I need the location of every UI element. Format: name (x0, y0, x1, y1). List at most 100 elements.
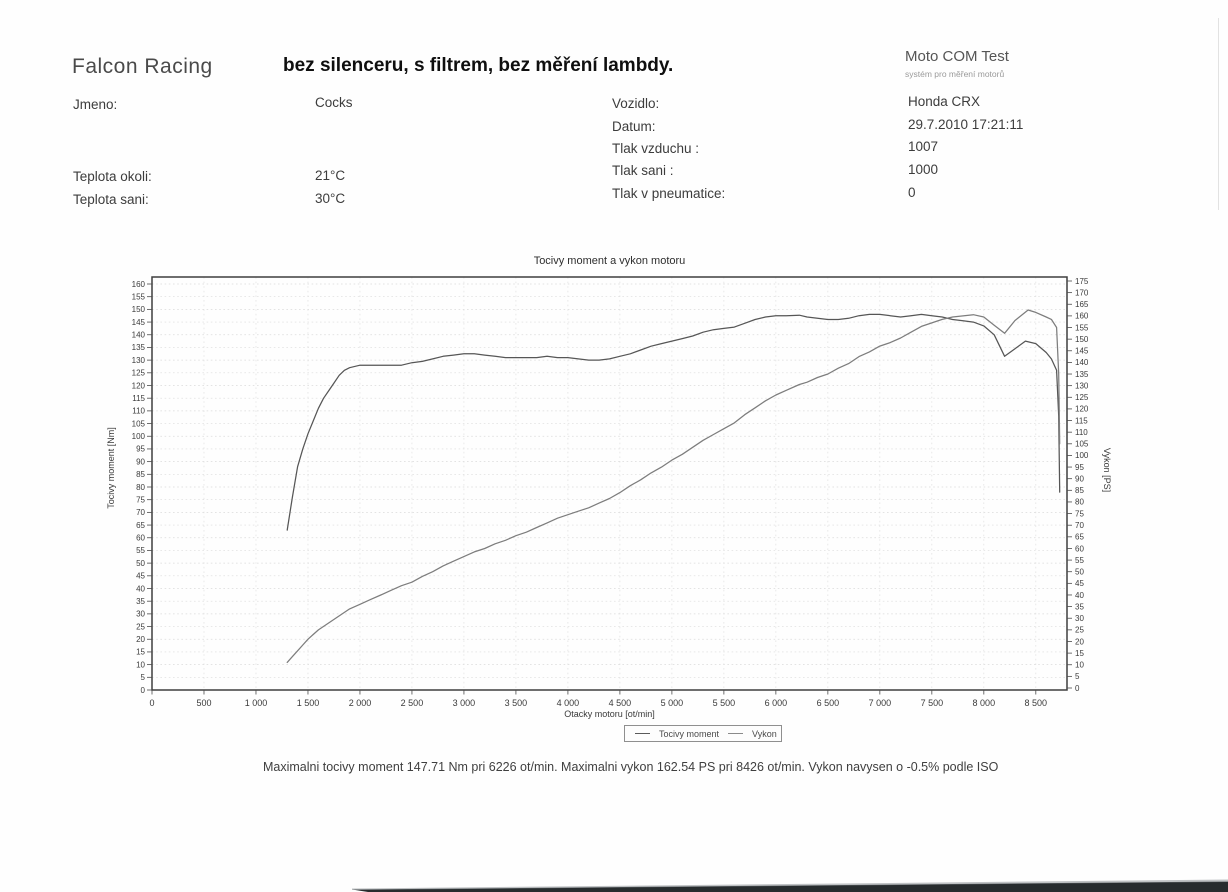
plot-frame (151, 276, 1068, 691)
right-axis-title: Vykon [PS] (1102, 448, 1112, 492)
left-axis-tick-label: 5 (141, 673, 146, 682)
x-axis-tick-label: 2 000 (349, 698, 372, 708)
left-axis-tick-label: 130 (132, 356, 146, 365)
right-axis-tick-label: 120 (1075, 405, 1089, 414)
field-label-vozidlo: Vozidlo: (612, 96, 660, 111)
left-axis-tick-label: 85 (136, 470, 145, 479)
right-axis-tick-label: 150 (1075, 335, 1089, 344)
right-axis-tick-label: 110 (1075, 428, 1088, 437)
left-axis-tick-label: 20 (136, 635, 145, 644)
left-axis-tick-label: 10 (136, 660, 145, 669)
left-axis-tick-label: 0 (141, 686, 146, 695)
field-label-jmeno: Jmeno: (73, 97, 118, 112)
left-axis-tick-label: 140 (132, 331, 146, 340)
left-axis-tick-label: 75 (136, 495, 145, 504)
field-value-tlak-vzduchu: 1007 (908, 139, 939, 154)
right-axis-tick-label: 25 (1075, 626, 1084, 635)
field-value-tlak-sani: 1000 (908, 162, 939, 177)
right-axis-tick-label: 65 (1075, 533, 1084, 542)
left-axis-tick-label: 100 (132, 432, 146, 441)
right-axis-tick-label: 95 (1075, 463, 1084, 472)
results-summary: Maximalni tocivy moment 147.71 Nm pri 62… (263, 760, 999, 774)
left-axis-tick-label: 125 (132, 369, 146, 378)
field-label-tlak-v-pneumatice: Tlak v pneumatice: (612, 186, 726, 201)
left-axis-tick-label: 50 (136, 559, 145, 568)
x-axis-tick-label: 6 000 (765, 698, 788, 708)
field-label-teplota-okoli: Teplota okoli: (73, 169, 152, 184)
power-legend-line-icon (728, 733, 744, 734)
left-axis-tick-label: 120 (132, 381, 146, 390)
right-axis-tick-label: 80 (1075, 498, 1084, 507)
torque-legend-line-icon (635, 733, 650, 734)
x-axis-tick-label: 4 000 (557, 698, 580, 708)
left-axis-tick-label: 15 (136, 648, 145, 657)
right-axis-tick-label: 115 (1075, 416, 1088, 425)
right-axis-tick-label: 60 (1075, 544, 1084, 553)
left-axis-tick-label: 90 (136, 457, 145, 466)
x-axis-tick-label: 5 000 (661, 698, 684, 708)
left-axis-tick-label: 135 (132, 343, 146, 352)
left-axis-tick-label: 115 (132, 394, 145, 403)
x-axis-tick-label: 3 500 (505, 698, 528, 708)
field-value-datum: 29.7.2010 17:21:11 (908, 117, 1024, 132)
right-axis-tick-label: 140 (1075, 358, 1089, 367)
right-axis-tick-label: 100 (1075, 451, 1089, 460)
field-value-vozidlo: Honda CRX (908, 94, 981, 109)
right-axis-tick-label: 175 (1075, 277, 1089, 286)
power-curve (286, 309, 1061, 664)
x-axis-tick-label: 8 000 (973, 698, 996, 708)
field-label-tlak-vzduchu: Tlak vzduchu : (612, 141, 700, 156)
left-axis-tick-label: 70 (136, 508, 145, 517)
legend-label-power: Vykon (752, 728, 777, 739)
left-axis-tick-label: 150 (132, 305, 146, 314)
left-axis-tick-label: 105 (132, 419, 146, 428)
right-axis-tick-label: 90 (1075, 474, 1084, 483)
app-subtitle: systém pro měření motorů (905, 69, 1005, 79)
left-axis-tick-label: 45 (136, 572, 145, 581)
right-axis-tick-label: 125 (1075, 393, 1089, 402)
handwritten-test-note: bez silenceru, s filtrem, bez měření lam… (283, 55, 674, 76)
left-axis-tick-label: 110 (132, 407, 145, 416)
chart-title: Tocivy moment a vykon motoru (534, 255, 686, 267)
x-axis-tick-label: 7 500 (921, 698, 944, 708)
left-axis-tick-label: 160 (132, 280, 146, 289)
x-axis-title: Otacky motoru [ot/min] (564, 709, 655, 719)
torque-curve (286, 313, 1061, 531)
right-axis-tick-label: 70 (1075, 521, 1084, 530)
right-axis-tick-label: 55 (1075, 556, 1084, 565)
right-axis-tick-label: 145 (1075, 347, 1089, 356)
right-axis-tick-label: 45 (1075, 579, 1084, 588)
scan-edge-shadow-soft (352, 879, 1228, 890)
right-axis-tick-label: 135 (1075, 370, 1089, 379)
x-axis-tick-label: 3 000 (453, 698, 476, 708)
right-axis-tick-label: 75 (1075, 509, 1084, 518)
x-axis-tick-label: 2 500 (401, 698, 424, 708)
field-value-tlak-v-pneumatice: 0 (908, 185, 916, 200)
x-axis-tick-label: 1 000 (245, 698, 268, 708)
field-value-teplota-okoli: 21°C (315, 168, 346, 183)
left-axis-tick-label: 80 (136, 483, 145, 492)
right-axis-tick-label: 155 (1075, 323, 1089, 332)
field-value-jmeno: Cocks (315, 95, 353, 110)
right-axis-tick-label: 20 (1075, 637, 1084, 646)
left-axis-tick-label: 40 (136, 584, 145, 593)
right-axis-tick-label: 35 (1075, 602, 1084, 611)
x-axis-tick-label: 7 000 (869, 698, 892, 708)
x-axis-tick-label: 0 (149, 698, 154, 708)
field-label-tlak-sani: Tlak sani : (612, 163, 674, 178)
left-axis-tick-label: 35 (136, 597, 145, 606)
left-axis-tick-label: 95 (136, 445, 145, 454)
right-axis-tick-label: 0 (1075, 684, 1080, 693)
x-axis-tick-label: 500 (196, 698, 211, 708)
x-axis-tick-label: 8 500 (1025, 698, 1048, 708)
right-axis-tick-label: 40 (1075, 591, 1084, 600)
right-axis-tick-label: 170 (1075, 288, 1089, 297)
right-axis-tick-label: 165 (1075, 300, 1089, 309)
field-label-datum: Datum: (612, 119, 656, 134)
right-axis-tick-label: 10 (1075, 661, 1084, 670)
left-axis-tick-label: 145 (132, 318, 146, 327)
right-axis-tick-label: 30 (1075, 614, 1084, 623)
right-axis-tick-label: 5 (1075, 672, 1080, 681)
